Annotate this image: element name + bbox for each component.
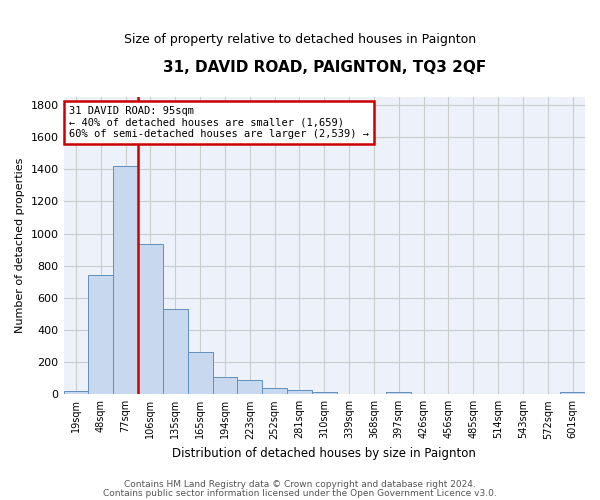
Bar bbox=[560, 392, 585, 394]
Text: Contains HM Land Registry data © Crown copyright and database right 2024.: Contains HM Land Registry data © Crown c… bbox=[124, 480, 476, 489]
Bar bbox=[138, 244, 163, 394]
Text: 31 DAVID ROAD: 95sqm
← 40% of detached houses are smaller (1,659)
60% of semi-de: 31 DAVID ROAD: 95sqm ← 40% of detached h… bbox=[69, 106, 369, 139]
Y-axis label: Number of detached properties: Number of detached properties bbox=[15, 158, 25, 334]
Text: Size of property relative to detached houses in Paignton: Size of property relative to detached ho… bbox=[124, 32, 476, 46]
Bar bbox=[64, 391, 88, 394]
Title: 31, DAVID ROAD, PAIGNTON, TQ3 2QF: 31, DAVID ROAD, PAIGNTON, TQ3 2QF bbox=[163, 60, 486, 75]
X-axis label: Distribution of detached houses by size in Paignton: Distribution of detached houses by size … bbox=[172, 447, 476, 460]
Text: Contains public sector information licensed under the Open Government Licence v3: Contains public sector information licen… bbox=[103, 488, 497, 498]
Bar bbox=[163, 309, 188, 394]
Bar bbox=[212, 378, 238, 394]
Bar bbox=[287, 390, 312, 394]
Bar bbox=[312, 392, 337, 394]
Bar bbox=[386, 392, 411, 394]
Bar bbox=[262, 388, 287, 394]
Bar bbox=[88, 276, 113, 394]
Bar bbox=[113, 166, 138, 394]
Bar bbox=[188, 352, 212, 395]
Bar bbox=[238, 380, 262, 394]
